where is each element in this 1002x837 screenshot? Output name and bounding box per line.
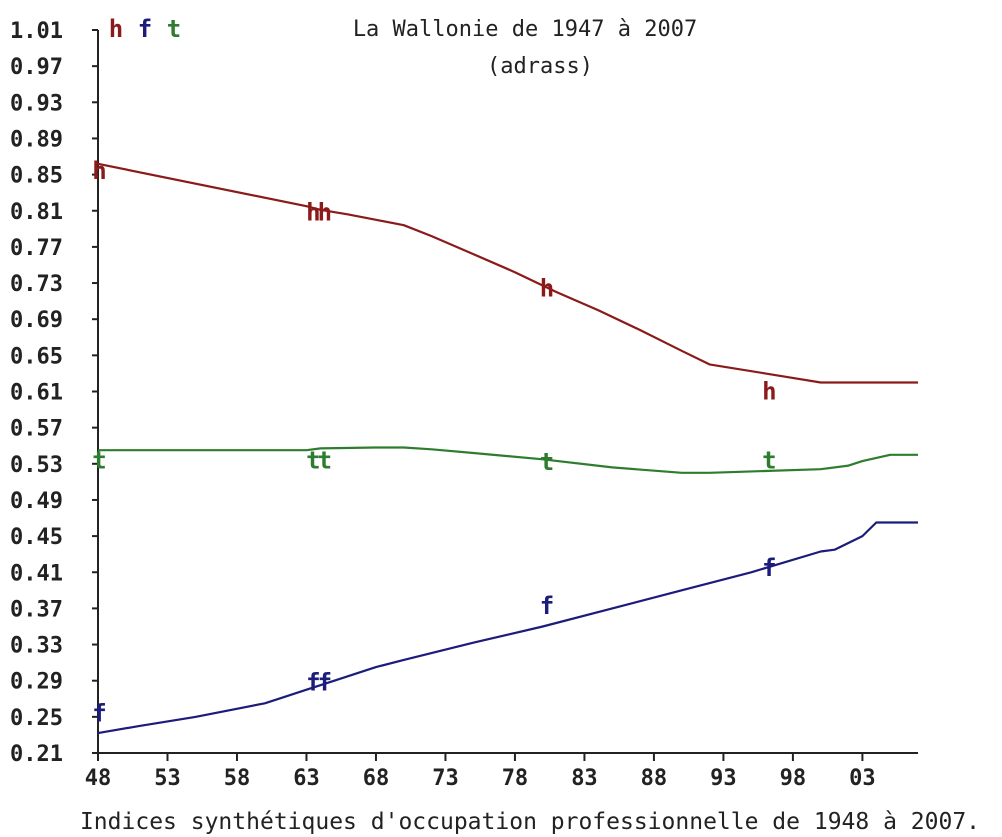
y-tick-label: 1.01 bbox=[10, 19, 63, 44]
series-marker-t: t bbox=[762, 446, 775, 474]
x-tick-label: 98 bbox=[780, 766, 807, 791]
x-tick-label: 53 bbox=[154, 766, 181, 791]
series-marker-h: h bbox=[540, 275, 553, 303]
y-tick-label: 0.77 bbox=[10, 236, 63, 261]
y-tick-label: 0.61 bbox=[10, 381, 63, 406]
legend-entry-t: t bbox=[167, 15, 181, 43]
legend-entry-h: h bbox=[109, 15, 123, 43]
y-tick-label: 0.33 bbox=[10, 634, 63, 659]
y-tick-label: 0.89 bbox=[10, 127, 63, 152]
x-tick-label: 63 bbox=[293, 766, 320, 791]
series-marker-t: tt bbox=[306, 446, 330, 474]
x-tick-label: 93 bbox=[710, 766, 737, 791]
x-tick-label: 68 bbox=[363, 766, 390, 791]
y-tick-label: 0.81 bbox=[10, 200, 63, 225]
series-line-t bbox=[98, 446, 918, 474]
y-tick-label: 0.69 bbox=[10, 308, 63, 333]
x-tick-label: 83 bbox=[571, 766, 598, 791]
y-tick-label: 0.45 bbox=[10, 525, 63, 550]
series-line-h bbox=[97, 162, 918, 384]
y-tick-label: 0.49 bbox=[10, 489, 63, 514]
x-tick-label: 58 bbox=[224, 766, 251, 791]
x-tick-label: 03 bbox=[849, 766, 876, 791]
series-line-f bbox=[97, 521, 918, 735]
y-tick-label: 0.57 bbox=[10, 417, 63, 442]
y-tick-label: 0.85 bbox=[10, 164, 63, 189]
chart-title: La Wallonie de 1947 à 2007 bbox=[353, 17, 697, 42]
chart-subtitle: (adrass) bbox=[487, 54, 593, 79]
x-axis-ticks: 48 53 58 63 68 73 78 83 88 93 98 03 bbox=[85, 753, 876, 791]
y-tick-label: 0.53 bbox=[10, 453, 63, 478]
series-marker-h: h bbox=[92, 157, 105, 185]
y-tick-label: 0.21 bbox=[10, 742, 63, 767]
y-tick-label: 0.65 bbox=[10, 344, 63, 369]
series-marker-f: f bbox=[762, 554, 775, 582]
x-tick-label: 78 bbox=[502, 766, 529, 791]
legend-entry-f: f bbox=[138, 15, 152, 43]
y-tick-label: 0.41 bbox=[10, 561, 63, 586]
series-marker-f: f bbox=[92, 699, 105, 727]
y-tick-label: 0.97 bbox=[10, 55, 63, 80]
series-marker-h: hh bbox=[306, 199, 330, 227]
series-marker-f: ff bbox=[306, 669, 330, 697]
y-tick-label: 0.93 bbox=[10, 91, 63, 116]
y-tick-label: 0.73 bbox=[10, 272, 63, 297]
y-axis-ticks: 1.01 0.97 0.93 0.89 0.85 0.81 0.77 0.73 0.69 0.65… bbox=[10, 19, 98, 767]
x-tick-label: 48 bbox=[85, 766, 112, 791]
y-tick-label: 0.25 bbox=[10, 706, 63, 731]
y-tick-label: 0.37 bbox=[10, 597, 63, 622]
series-marker-t: t bbox=[92, 446, 105, 474]
series-marker-f: f bbox=[540, 592, 553, 620]
x-tick-label: 73 bbox=[432, 766, 459, 791]
axes bbox=[97, 30, 918, 754]
y-tick-label: 0.29 bbox=[10, 670, 63, 695]
x-axis-label: Indices synthétiques d'occupation profes… bbox=[80, 809, 980, 835]
x-tick-label: 88 bbox=[641, 766, 668, 791]
series-marker-h: h bbox=[762, 378, 775, 406]
series-marker-t: t bbox=[540, 448, 553, 476]
series-lines bbox=[97, 162, 918, 735]
